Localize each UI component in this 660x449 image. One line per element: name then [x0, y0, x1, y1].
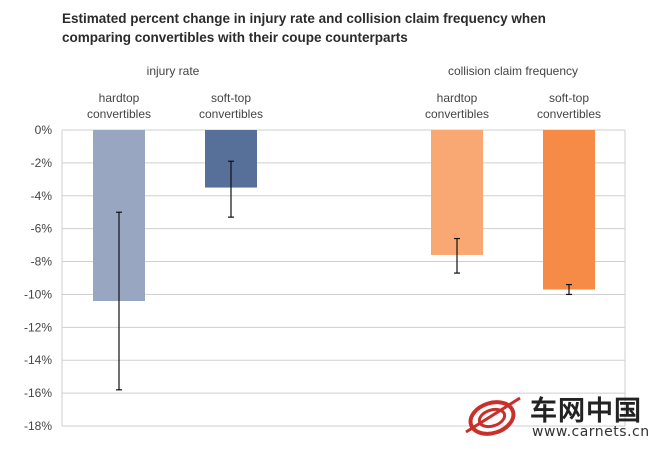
y-tick-label: -18% [24, 419, 52, 433]
bar-category-label: hardtop [99, 91, 140, 105]
bar-category-label: hardtop [437, 91, 478, 105]
group-label: collision claim frequency [448, 64, 578, 78]
bar-category-label: convertibles [425, 107, 489, 121]
y-tick-label: -2% [31, 156, 53, 170]
chart-title-line-2: comparing convertibles with their coupe … [62, 30, 408, 45]
bar-category-label: soft-top [211, 91, 251, 105]
bar-category-label: soft-top [549, 91, 589, 105]
bar-category-label: convertibles [199, 107, 263, 121]
y-tick-label: -8% [31, 255, 53, 269]
y-tick-label: -6% [31, 222, 53, 236]
bar [431, 130, 483, 255]
bar-category-label: convertibles [87, 107, 151, 121]
bar-category-label: convertibles [537, 107, 601, 121]
group-label: injury rate [147, 64, 200, 78]
watermark: 车网中国 www.carnets.cn [462, 386, 660, 446]
y-tick-label: -10% [24, 287, 52, 301]
y-tick-label: -14% [24, 353, 52, 367]
chart-title: Estimated percent change in injury rate … [62, 9, 622, 47]
y-tick-label: -4% [31, 189, 53, 203]
y-tick-label: -16% [24, 386, 52, 400]
y-tick-label: -12% [24, 320, 52, 334]
y-tick-label: 0% [35, 123, 53, 137]
watermark-name: 车网中国 [530, 396, 642, 427]
bar [543, 130, 595, 290]
chart-title-line-1: Estimated percent change in injury rate … [62, 11, 546, 26]
watermark-url: www.carnets.cn [532, 424, 650, 440]
carnets-logo-icon [465, 396, 521, 436]
